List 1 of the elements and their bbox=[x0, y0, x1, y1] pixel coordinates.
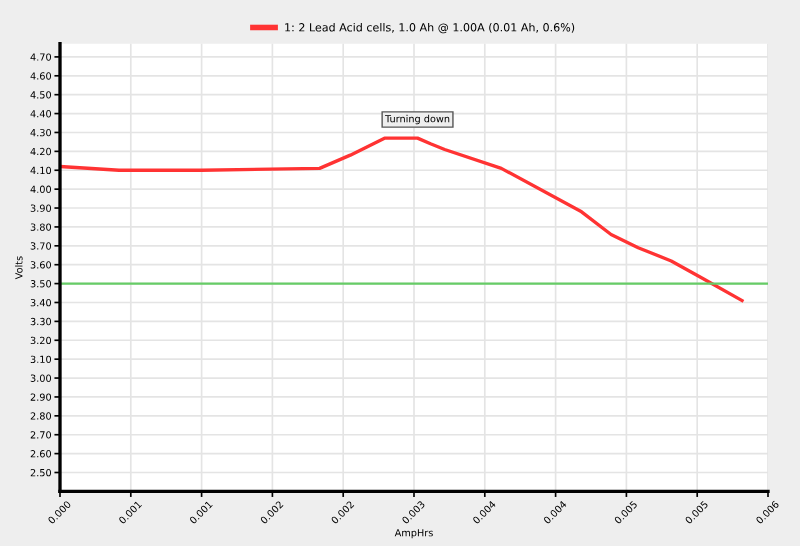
line-series bbox=[60, 136, 744, 303]
